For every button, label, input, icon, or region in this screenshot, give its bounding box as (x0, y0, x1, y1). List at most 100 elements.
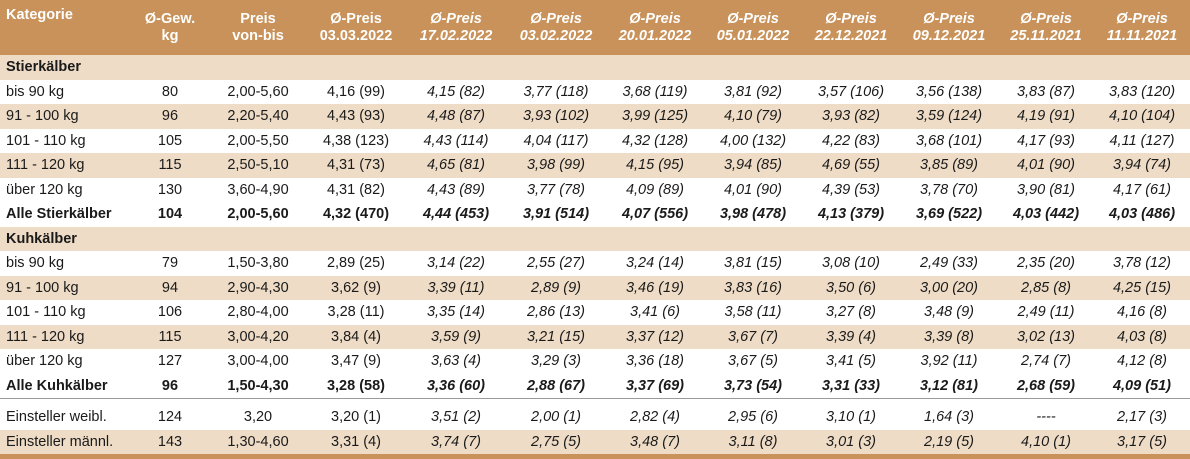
column-header: Ø-Preis 03.03.2022 (306, 0, 406, 55)
table-cell: 3,31 (33) (821, 377, 881, 394)
column-header-line1: Ø-Preis (629, 10, 681, 27)
table-cell: 4,25 (15) (1094, 275, 1190, 300)
table-cell: 3,37 (69) (625, 377, 685, 394)
row-label: Einsteller weibl. (6, 409, 107, 425)
table-cell: 2,17 (3) (1117, 409, 1167, 425)
row-label: Alle Kuhkälber (6, 377, 108, 394)
table-cell: 4,01 (90) (723, 181, 783, 198)
table-cell: 2,86 (13) (526, 304, 586, 320)
table-cell: 2,55 (27) (526, 255, 586, 271)
table-cell: 127 (157, 353, 183, 369)
table-cell: 3,12 (81) (919, 377, 979, 394)
table-cell: 2,89 (25) (326, 255, 386, 271)
table-cell: 2,00-5,60 (227, 206, 289, 222)
table-cell: 3,35 (14) (426, 304, 486, 320)
table-cell: 4,12 (8) (1117, 353, 1167, 369)
table-cell: 3,51 (2) (431, 409, 481, 425)
table-cell: 2,00-5,50 (227, 132, 289, 149)
table-row: 101 - 110 kg 105 2,00-5,50 4,38 (123) 4,43 (… (0, 129, 1190, 154)
table-cell: 3,93 (102) (506, 104, 606, 129)
table-cell: 3,56 (138) (915, 83, 983, 100)
table-cell: 4,43 (89) (426, 181, 486, 198)
table-cell: 4,22 (83) (821, 132, 881, 149)
table-row: über 120 kg 130 3,60-4,90 4,31 (82) 4,43 (89… (0, 178, 1190, 203)
table-cell: 4,09 (89) (625, 181, 685, 198)
column-header: Ø-Preis 03.02.2022 (506, 0, 606, 55)
table-cell: 130 (157, 181, 183, 198)
table-cell: 4,48 (87) (406, 104, 506, 129)
section-label: Kuhkälber (0, 226, 1190, 251)
table-cell: 1,50-3,80 (227, 255, 289, 271)
table-cell: 4,13 (379) (817, 206, 885, 222)
table-cell: 4,43 (114) (423, 132, 489, 149)
total-row: Alle Stierkälber 104 2,00-5,60 4,32 (470) 4,… (0, 202, 1190, 227)
column-header-line2: 22.12.2021 (814, 27, 888, 44)
table-row: Einsteller weibl. 124 3,20 3,20 (1) 3,51 (2)… (0, 405, 1190, 430)
table-cell: 115 (130, 153, 210, 178)
table-cell: 3,20 (243, 409, 273, 425)
section-row: Stierkälber (0, 55, 1190, 80)
row-label: Alle Stierkälber (6, 206, 112, 222)
table-cell: 3,85 (89) (900, 153, 998, 178)
table-cell: 3,59 (9) (406, 324, 506, 349)
column-header-line2: 03.03.2022 (319, 27, 393, 44)
table-cell: 3,63 (4) (431, 353, 481, 369)
column-header-line1: Ø-Preis (1116, 10, 1168, 27)
table-cell: 2,50-5,10 (210, 153, 306, 178)
table-cell: 4,10 (1) (998, 429, 1094, 454)
column-header: Preis von-bis (210, 0, 306, 55)
footer-bar-cell (0, 454, 1190, 459)
column-header-line1: Kategorie (6, 7, 73, 23)
table-cell: ---- (1036, 409, 1056, 425)
column-header-line2: 20.01.2022 (618, 27, 692, 44)
column-header: Kategorie (0, 0, 130, 55)
table-cell: 3,27 (8) (826, 304, 876, 320)
table-cell: 2,75 (5) (506, 429, 606, 454)
table-cell: 2,20-5,40 (210, 104, 306, 129)
table-cell: 2,85 (8) (998, 275, 1094, 300)
table-cell: 3,39 (8) (900, 324, 998, 349)
table-cell: 4,03 (442) (1012, 206, 1080, 222)
table-cell: 4,32 (470) (322, 206, 390, 222)
table-cell: 1,50-4,30 (227, 377, 289, 394)
table-cell: 143 (130, 429, 210, 454)
table-cell: 3,14 (22) (426, 255, 486, 271)
table-cell: 3,74 (7) (406, 429, 506, 454)
row-label: bis 90 kg (6, 83, 65, 100)
table-cell: 3,21 (15) (506, 324, 606, 349)
table-cell: 3,10 (1) (826, 409, 876, 425)
table-cell: 3,91 (514) (522, 206, 590, 222)
table-cell: 4,17 (93) (1016, 132, 1076, 149)
column-header-line1: Ø-Preis (923, 10, 975, 27)
table-cell: 4,43 (93) (306, 104, 406, 129)
table-cell: 3,46 (19) (606, 275, 704, 300)
column-header-line2: 25.11.2021 (1010, 27, 1082, 44)
table-cell: 3,39 (4) (802, 324, 900, 349)
table-cell: 4,04 (117) (523, 132, 589, 149)
column-header-line1: Ø-Preis (530, 10, 582, 27)
table-cell: 4,31 (82) (326, 181, 386, 198)
table-cell: 106 (157, 304, 183, 320)
table-cell: 3,68 (101) (915, 132, 983, 149)
section-row: Kuhkälber (0, 226, 1190, 251)
table-cell: 3,62 (9) (306, 275, 406, 300)
table-cell: 3,83 (16) (704, 275, 802, 300)
table-cell: 3,77 (78) (526, 181, 586, 198)
table-body: Stierkälber bis 90 kg 80 2,00-5,60 4,16 (99)… (0, 55, 1190, 459)
row-label: 111 - 120 kg (0, 153, 130, 178)
table-cell: 2,89 (9) (506, 275, 606, 300)
table-cell: 3,20 (1) (331, 409, 381, 425)
column-header: Ø-Gew. kg (130, 0, 210, 55)
column-header: Ø-Preis 05.01.2022 (704, 0, 802, 55)
table-cell: 3,78 (12) (1112, 255, 1172, 271)
row-label: 101 - 110 kg (6, 304, 86, 320)
table-cell: 3,94 (85) (704, 153, 802, 178)
table-cell: 79 (161, 255, 179, 271)
divider (0, 398, 1190, 405)
table-cell: 4,65 (81) (406, 153, 506, 178)
table-cell: 4,15 (82) (426, 83, 486, 100)
table-cell: 3,28 (58) (326, 377, 386, 394)
table-cell: 4,31 (73) (306, 153, 406, 178)
table-cell: 3,29 (3) (531, 353, 581, 369)
